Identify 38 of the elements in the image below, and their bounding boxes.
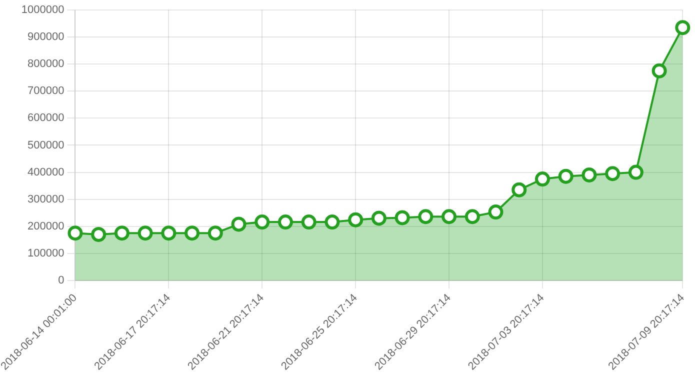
point: [91, 226, 106, 242]
point: [324, 214, 340, 230]
point: [628, 164, 644, 180]
point: [371, 210, 386, 226]
point: [534, 172, 550, 187]
point: [231, 216, 246, 232]
point: [301, 214, 316, 230]
point: [418, 209, 434, 224]
y-tick-label: 300000: [28, 193, 64, 206]
point: [68, 226, 83, 241]
point: [442, 209, 457, 224]
point: [464, 209, 480, 224]
point: [675, 20, 690, 36]
y-tick-label: 100000: [28, 247, 64, 260]
point: [558, 168, 574, 184]
point: [488, 204, 504, 220]
y-tick-label: 600000: [28, 112, 64, 124]
y-tick-label: 900000: [28, 31, 64, 44]
point: [138, 226, 153, 241]
point: [605, 166, 620, 182]
y-tick-label: 0: [58, 274, 64, 286]
point: [184, 226, 200, 241]
point: [652, 63, 667, 78]
point: [394, 210, 410, 226]
y-tick-label: 500000: [28, 139, 64, 152]
point: [208, 226, 223, 241]
y-tick-label: 700000: [28, 85, 64, 98]
point: [161, 226, 176, 241]
y-tick-label: 1000000: [21, 4, 64, 16]
point: [254, 214, 270, 230]
y-tick-label: 400000: [28, 166, 64, 178]
point: [582, 167, 597, 182]
point: [278, 214, 293, 230]
point: [348, 212, 364, 228]
y-tick-label: 200000: [28, 220, 64, 232]
y-tick-label: 800000: [28, 58, 64, 70]
point: [512, 182, 527, 198]
point: [114, 226, 130, 241]
